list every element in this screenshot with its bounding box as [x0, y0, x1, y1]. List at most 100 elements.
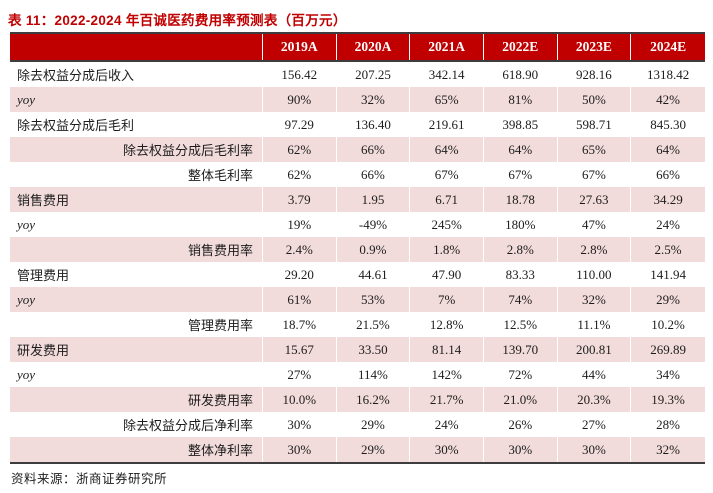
cell-value: 180% — [484, 212, 558, 237]
cell-value: -49% — [337, 212, 411, 237]
cell-value: 1318.42 — [646, 66, 690, 82]
cell-value: 598.71 — [558, 112, 632, 137]
cell-value: 845.30 — [650, 116, 686, 132]
cell-value: 62% — [263, 137, 337, 162]
cell-value: 142% — [410, 362, 484, 387]
cell-value: 81% — [484, 87, 558, 112]
cell-value: 44.61 — [337, 262, 411, 287]
cell-value: 156.42 — [263, 62, 337, 87]
cell-value: 65% — [558, 137, 632, 162]
cell-value: 34.29 — [653, 191, 683, 207]
cell-value: 65% — [410, 87, 484, 112]
row-label: yoy — [10, 87, 263, 112]
cell-value: 67% — [410, 162, 484, 187]
cell-value: 83.33 — [484, 262, 558, 287]
column-header-2023E: 2023E — [558, 34, 632, 60]
table-row: yoy 27% 114% 142% 72% 44% 34% — [10, 362, 705, 387]
cell-value: 67% — [484, 162, 558, 187]
cell-value: 27.63 — [558, 187, 632, 212]
row-label: 销售费用 — [10, 187, 263, 212]
table-row: yoy 19% -49% 245% 180% 47% 24% — [10, 212, 705, 237]
cell-value: 2.5% — [654, 241, 682, 257]
cell-value: 30% — [410, 437, 484, 462]
cell-value: 19.3% — [651, 391, 685, 407]
cell-value: 29.20 — [263, 262, 337, 287]
cell-value: 21.0% — [484, 387, 558, 412]
cell-value: 136.40 — [337, 112, 411, 137]
cell-value: 24% — [656, 216, 680, 232]
cell-value: 47.90 — [410, 262, 484, 287]
cell-value: 74% — [484, 287, 558, 312]
cell-value: 30% — [484, 437, 558, 462]
cell-value: 61% — [263, 287, 337, 312]
cell-value: 139.70 — [484, 337, 558, 362]
cell-value: 207.25 — [337, 62, 411, 87]
cell-value: 618.90 — [484, 62, 558, 87]
column-header-2019A: 2019A — [263, 34, 337, 60]
cell-value: 19% — [263, 212, 337, 237]
cell-value: 16.2% — [337, 387, 411, 412]
cell-value: 72% — [484, 362, 558, 387]
forecast-table: 2019A 2020A 2021A 2022E 2023E 2024E 除去权益分成后收入… — [10, 32, 705, 464]
row-label: 整体毛利率 — [10, 162, 263, 187]
cell-value: 29% — [337, 412, 411, 437]
cell-value: 245% — [410, 212, 484, 237]
cell-value: 66% — [656, 166, 680, 182]
cell-value: 3.79 — [263, 187, 337, 212]
cell-value: 24% — [410, 412, 484, 437]
column-header-2020A: 2020A — [337, 34, 411, 60]
row-label: 除去权益分成后毛利率 — [10, 137, 263, 162]
cell-value: 11.1% — [558, 312, 632, 337]
cell-value: 81.14 — [410, 337, 484, 362]
cell-value: 44% — [558, 362, 632, 387]
cell-value: 200.81 — [558, 337, 632, 362]
row-label: 销售费用率 — [10, 237, 263, 262]
cell-value: 27% — [263, 362, 337, 387]
cell-value: 2.8% — [484, 237, 558, 262]
cell-value: 10.2% — [651, 316, 685, 332]
row-label: 管理费用 — [10, 262, 263, 287]
cell-value: 1.8% — [410, 237, 484, 262]
cell-value: 2.4% — [263, 237, 337, 262]
cell-value: 18.78 — [484, 187, 558, 212]
table-row: 销售费用 3.79 1.95 6.71 18.78 27.63 34.29 — [10, 187, 705, 212]
cell-value: 30% — [263, 412, 337, 437]
cell-value: 0.9% — [337, 237, 411, 262]
column-header-2021A: 2021A — [410, 34, 484, 60]
table-row: 研发费用 15.67 33.50 81.14 139.70 200.81 269.89 — [10, 337, 705, 362]
cell-value: 7% — [410, 287, 484, 312]
cell-value: 141.94 — [650, 266, 686, 282]
cell-value: 53% — [337, 287, 411, 312]
cell-value: 64% — [410, 137, 484, 162]
cell-value: 64% — [484, 137, 558, 162]
cell-value: 34% — [656, 366, 680, 382]
cell-value: 67% — [558, 162, 632, 187]
source-note: 资料来源：浙商证券研究所 — [11, 472, 168, 486]
cell-value: 32% — [558, 287, 632, 312]
row-label: 管理费用率 — [10, 312, 263, 337]
cell-value: 30% — [263, 437, 337, 462]
cell-value: 26% — [484, 412, 558, 437]
table-row: 研发费用率 10.0% 16.2% 21.7% 21.0% 20.3% 19.3% — [10, 387, 705, 412]
cell-value: 2.8% — [558, 237, 632, 262]
cell-value: 12.5% — [484, 312, 558, 337]
cell-value: 29% — [656, 291, 680, 307]
cell-value: 32% — [337, 87, 411, 112]
cell-value: 10.0% — [263, 387, 337, 412]
row-label: yoy — [10, 212, 263, 237]
table-row: yoy 90% 32% 65% 81% 50% 42% — [10, 87, 705, 112]
cell-value: 398.85 — [484, 112, 558, 137]
row-label: 除去权益分成后毛利 — [10, 112, 263, 137]
cell-value: 28% — [656, 416, 680, 432]
table-row: 除去权益分成后净利率 30% 29% 24% 26% 27% 28% — [10, 412, 705, 437]
cell-value: 62% — [263, 162, 337, 187]
cell-value: 20.3% — [558, 387, 632, 412]
column-header-2022E: 2022E — [484, 34, 558, 60]
cell-value: 50% — [558, 87, 632, 112]
cell-value: 15.67 — [263, 337, 337, 362]
table-row: 除去权益分成后毛利 97.29 136.40 219.61 398.85 598.71 84… — [10, 112, 705, 137]
cell-value: 33.50 — [337, 337, 411, 362]
table-row: 整体毛利率 62% 66% 67% 67% 67% 66% — [10, 162, 705, 187]
table-row: yoy 61% 53% 7% 74% 32% 29% — [10, 287, 705, 312]
